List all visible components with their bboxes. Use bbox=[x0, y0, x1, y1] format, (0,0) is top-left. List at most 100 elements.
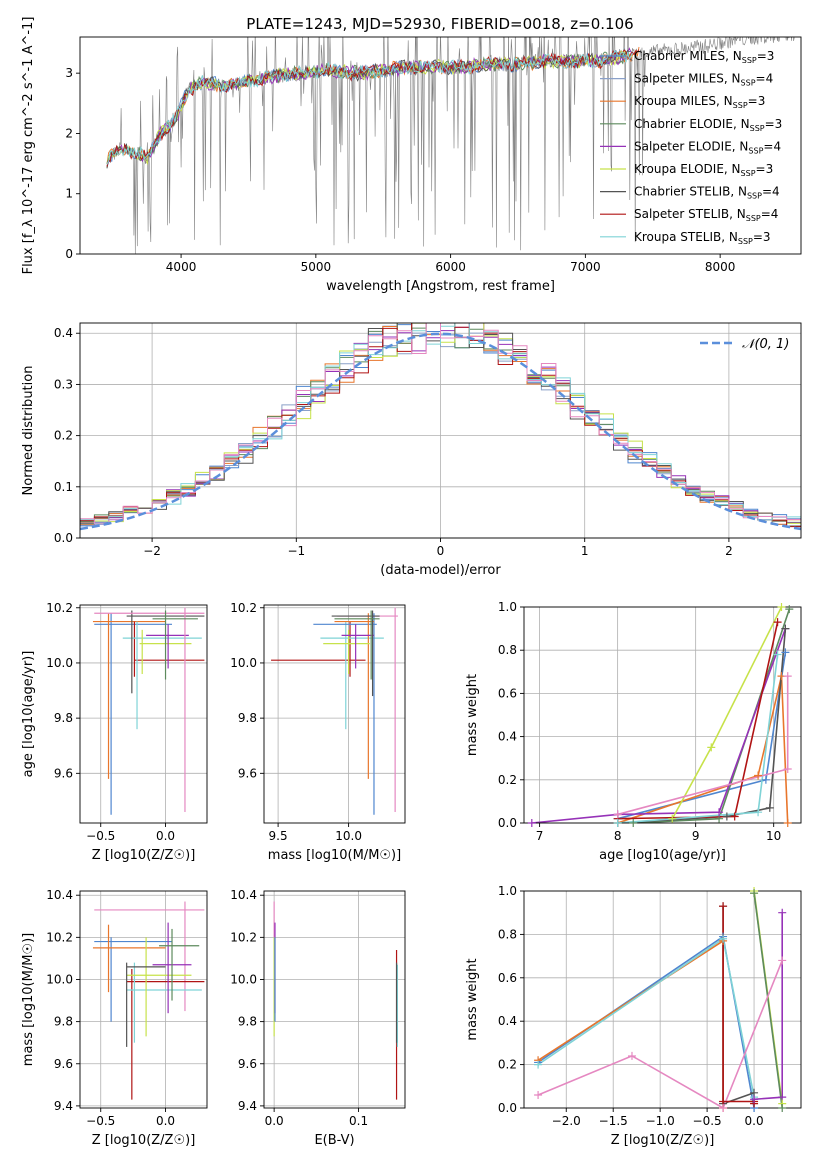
legend-sub: SSP bbox=[747, 192, 762, 201]
axes-frame bbox=[79, 36, 802, 255]
errorbar-point bbox=[334, 610, 380, 680]
legend-sub: SSP bbox=[741, 169, 756, 178]
weight-marker bbox=[668, 814, 677, 823]
y-tick-label: 0.4 bbox=[498, 1014, 517, 1028]
legend-label: Chabrier ELODIE, NSSP=3 bbox=[634, 117, 782, 133]
model-line-chabrier-elodie bbox=[106, 50, 633, 164]
y-tick-label: 0.6 bbox=[498, 971, 517, 985]
chart-massweight_vs_age: 7 8 9 10 0.0 0.2 0.4 0.6 0.8 1.0 age [log10(age/yr… bbox=[465, 600, 802, 863]
errorbar-point bbox=[126, 962, 166, 1047]
legend-label: Kroupa ELODIE, NSSP=3 bbox=[634, 162, 773, 178]
plot-area bbox=[92, 607, 205, 815]
weight-marker bbox=[719, 902, 728, 911]
x-tick-label: 0.0 bbox=[745, 1114, 764, 1128]
legend-sub: SSP bbox=[748, 146, 763, 155]
x-tick-label: 2 bbox=[725, 544, 733, 558]
weight-marker bbox=[783, 819, 792, 827]
x-tick-label: 0.0 bbox=[156, 829, 175, 843]
legend-tail: =4 bbox=[763, 139, 781, 153]
legend-sub: SSP bbox=[741, 79, 756, 88]
y-tick-label: 9.6 bbox=[238, 766, 257, 780]
errorbar-point bbox=[126, 968, 205, 1100]
y-axis-label: mass weight bbox=[465, 958, 480, 1040]
legend-label: Chabrier MILES, NSSP=3 bbox=[634, 49, 774, 65]
y-tick-label: 0 bbox=[65, 247, 73, 261]
legend-tail: =3 bbox=[753, 230, 771, 244]
weight-marker bbox=[750, 889, 759, 898]
x-axis-label: mass [log10(M/M☉)] bbox=[268, 848, 401, 863]
weight-marker bbox=[707, 743, 716, 752]
weight-marker bbox=[765, 803, 774, 812]
legend-label: Kroupa STELIB, NSSP=3 bbox=[634, 230, 771, 246]
x-tick-label: −0.5 bbox=[693, 1114, 722, 1128]
chart-mass_vs_ebv: 0.0 0.1 9.4 9.6 9.8 10.0 10.2 10.4 E(B-V) bbox=[230, 888, 406, 1148]
y-axis-label: age [log10(age/yr)] bbox=[21, 651, 36, 778]
weight-marker bbox=[761, 775, 770, 784]
legend-sub: SSP bbox=[742, 56, 757, 65]
y-tick-label: 9.8 bbox=[54, 711, 73, 725]
x-tick-label: 5000 bbox=[301, 260, 332, 274]
y-tick-label: 9.8 bbox=[238, 711, 257, 725]
axes-frame bbox=[263, 604, 406, 824]
chart-massweight_vs_Z: −2.0 −1.5 −1.0 −0.5 0.0 0.0 0.2 0.4 0.6 0.8 1.0 Z [… bbox=[465, 884, 802, 1148]
x-tick-label: −1 bbox=[287, 544, 305, 558]
x-tick-label: 6000 bbox=[435, 260, 466, 274]
y-tick-label: 1.0 bbox=[498, 600, 517, 614]
x-tick-label: 8000 bbox=[705, 260, 736, 274]
y-axis-label: mass [log10(M/M☉)] bbox=[21, 933, 36, 1066]
weight-marker bbox=[754, 771, 763, 780]
y-tick-label: 10.2 bbox=[46, 601, 73, 615]
x-tick-label: −1.0 bbox=[646, 1114, 675, 1128]
errorbar-point bbox=[122, 621, 202, 730]
y-tick-label: 0.8 bbox=[498, 643, 517, 657]
errorbar-point bbox=[133, 621, 205, 677]
x-tick-label: 0 bbox=[437, 544, 445, 558]
y-tick-label: 0.8 bbox=[498, 927, 517, 941]
errorbar-point bbox=[94, 901, 205, 1012]
y-axis-label: Flux [f_λ 10^-17 erg cm^-2 s^-1 A^-1] bbox=[21, 17, 36, 275]
x-tick-label: −0.5 bbox=[86, 829, 115, 843]
x-tick-label: 8 bbox=[614, 829, 622, 843]
y-tick-label: 0.1 bbox=[54, 480, 73, 494]
chart-mass_vs_Z: −0.5 0.0 9.4 9.6 9.8 10.0 10.2 10.4 Z [log10(Z/Z… bbox=[21, 888, 208, 1148]
errorbar-point bbox=[126, 937, 192, 1037]
x-tick-label: 9.5 bbox=[269, 829, 288, 843]
errorbar-point bbox=[94, 607, 205, 812]
weight-marker bbox=[781, 624, 790, 633]
y-tick-label: 10.0 bbox=[230, 656, 257, 670]
x-tick-label: 0.0 bbox=[156, 1114, 175, 1128]
weight-marker bbox=[527, 819, 536, 827]
chart-residuals: −2 −1 0 1 2 0.0 0.1 0.2 0.3 0.4 (data-model)/error… bbox=[21, 322, 802, 578]
y-tick-label: 0.0 bbox=[54, 531, 73, 545]
y-tick-label: 9.8 bbox=[54, 1015, 73, 1029]
weight-marker bbox=[730, 812, 739, 821]
legend-tail: =3 bbox=[757, 49, 775, 63]
x-tick-label: −2.0 bbox=[552, 1114, 581, 1128]
errorbar-point bbox=[94, 613, 173, 815]
x-axis-label: E(B-V) bbox=[314, 1133, 354, 1148]
y-tick-label: 10.2 bbox=[230, 930, 257, 944]
y-tick-label: 10.4 bbox=[46, 888, 73, 902]
weight-marker bbox=[629, 819, 638, 827]
errorbar-point bbox=[159, 928, 200, 1001]
weight-line-kroupa-elodie bbox=[671, 607, 783, 820]
y-tick-label: 3 bbox=[65, 66, 73, 80]
x-axis-label: age [log10(age/yr)] bbox=[599, 848, 726, 863]
weight-marker bbox=[719, 934, 728, 943]
y-tick-label: 0.3 bbox=[54, 377, 73, 391]
x-axis-label: Z [log10(Z/Z☉)] bbox=[611, 1133, 715, 1148]
weight-marker bbox=[783, 672, 792, 681]
y-tick-label: 0.4 bbox=[498, 730, 517, 744]
histogram-step-5 bbox=[80, 323, 801, 524]
y-tick-label: 10.0 bbox=[230, 972, 257, 986]
panels: 4000 5000 6000 7000 8000 0 1 2 3 wavelength [Angs… bbox=[21, 17, 802, 1148]
axes-frame bbox=[523, 606, 802, 824]
weight-marker bbox=[627, 1051, 636, 1060]
errorbar-point bbox=[271, 621, 366, 677]
model-line-kroupa-stelib bbox=[106, 50, 633, 165]
weight-marker bbox=[783, 765, 792, 773]
weight-line-salpeter-stelib bbox=[617, 621, 779, 820]
legend-tail: =4 bbox=[762, 185, 780, 199]
x-axis-label: (data-model)/error bbox=[380, 563, 501, 578]
y-tick-label: 10.2 bbox=[46, 930, 73, 944]
